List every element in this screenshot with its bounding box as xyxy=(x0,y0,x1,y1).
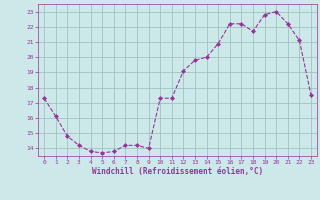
X-axis label: Windchill (Refroidissement éolien,°C): Windchill (Refroidissement éolien,°C) xyxy=(92,167,263,176)
